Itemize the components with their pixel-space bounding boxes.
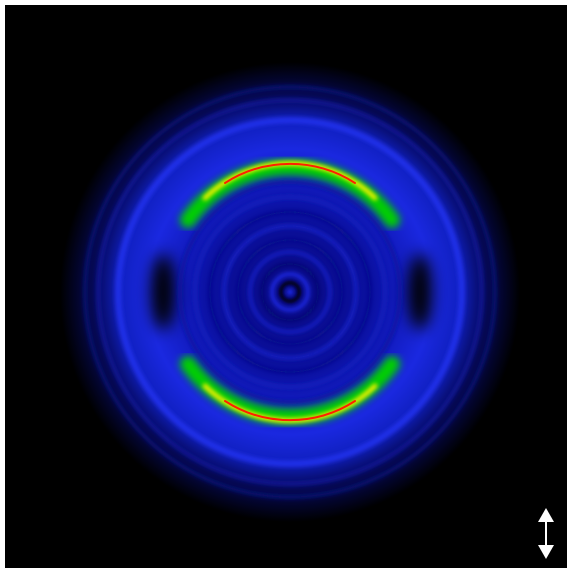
page: (() => { const data = JSON.parse(documen… — [0, 0, 571, 573]
image — [0, 0, 571, 573]
